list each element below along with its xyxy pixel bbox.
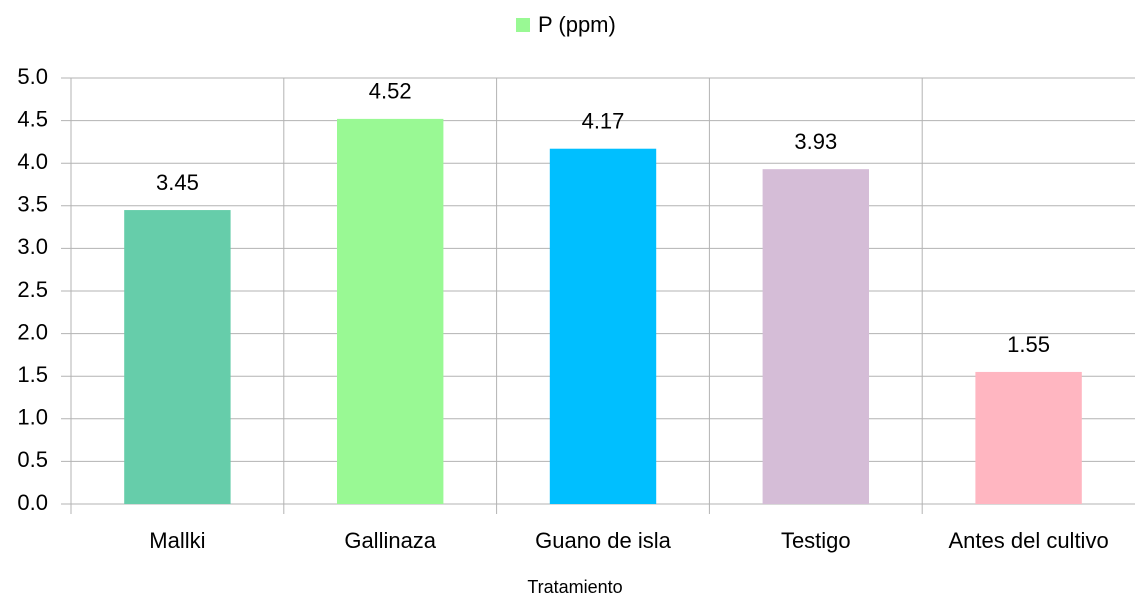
y-tick-label: 2.0	[17, 319, 48, 344]
x-tick-label: Guano de isla	[535, 528, 672, 553]
y-tick-label: 1.5	[17, 362, 48, 387]
bar	[549, 148, 657, 504]
x-tick-label: Gallinaza	[344, 528, 436, 553]
data-label: 3.93	[794, 129, 837, 154]
x-tick-label: Testigo	[781, 528, 851, 553]
legend-label: P (ppm)	[538, 12, 616, 37]
data-label: 3.45	[156, 170, 199, 195]
y-tick-label: 0.5	[17, 447, 48, 472]
bar	[337, 118, 444, 505]
data-label: 4.17	[582, 109, 625, 134]
bar	[762, 169, 869, 504]
bar	[975, 371, 1082, 504]
y-tick-label: 2.5	[17, 277, 48, 302]
y-tick-label: 1.0	[17, 405, 48, 430]
y-tick-label: 4.5	[17, 106, 48, 131]
x-tick-label: Mallki	[149, 528, 205, 553]
legend-swatch	[516, 18, 530, 32]
x-axis-label: Tratamiento	[527, 577, 622, 597]
y-tick-label: 0.0	[17, 490, 48, 515]
y-tick-label: 3.0	[17, 234, 48, 259]
y-tick-label: 3.5	[17, 192, 48, 217]
data-label: 4.52	[369, 79, 412, 104]
x-tick-label: Antes del cultivo	[948, 528, 1108, 553]
data-label: 1.55	[1007, 332, 1050, 357]
y-tick-label: 4.0	[17, 149, 48, 174]
bar	[124, 210, 231, 504]
y-tick-label: 5.0	[17, 64, 48, 89]
